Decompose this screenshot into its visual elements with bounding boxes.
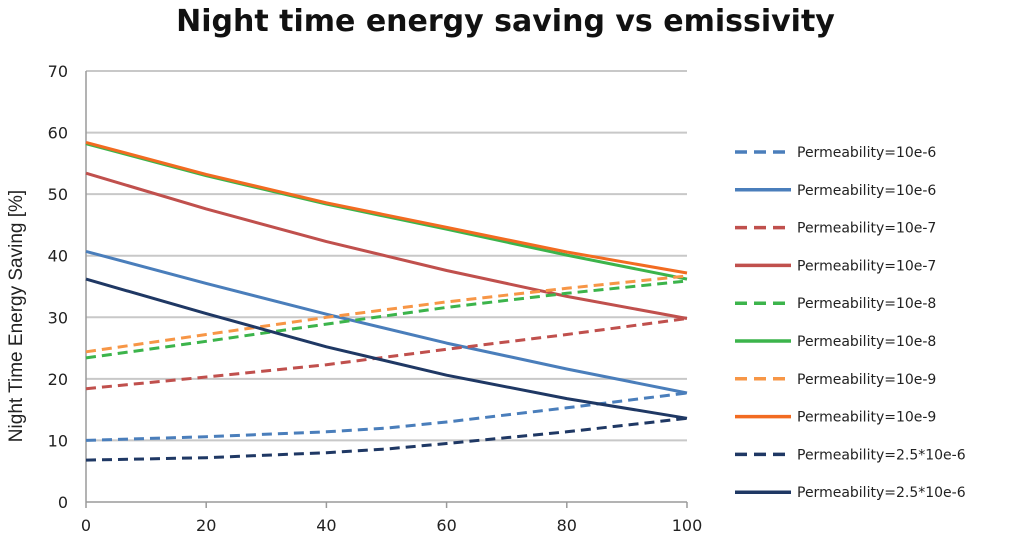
- y-tick-label: 0: [58, 493, 68, 512]
- x-tick-label: 0: [81, 516, 91, 535]
- legend-label: Permeability=10e-9: [797, 410, 936, 426]
- y-tick-label: 10: [48, 431, 68, 450]
- series-line-8-solid: [85, 140, 688, 275]
- legend-label: Permeability=2.5*10e-6: [797, 485, 966, 501]
- series-line-9-dashed: [85, 416, 688, 462]
- legend-label: Permeability=2.5*10e-6: [797, 447, 966, 463]
- legend-label: Permeability=10e-8: [797, 296, 936, 312]
- tick-labels: 0 10 20 30 40 50 60 70 0 20 40 60 80 100: [48, 62, 703, 535]
- legend-label: Permeability=10e-7: [797, 258, 936, 274]
- y-tick-label: 40: [48, 247, 68, 266]
- y-tick-label: 30: [48, 308, 68, 327]
- legend-label: Permeability=10e-7: [797, 221, 936, 237]
- y-axis-title: Night Time Energy Saving [%]: [6, 190, 27, 442]
- legend-label: Permeability=10e-9: [797, 372, 936, 388]
- series-line-10-solid: [85, 277, 688, 420]
- series-lines: [85, 140, 688, 462]
- y-tick-label: 50: [48, 185, 68, 204]
- legend-label: Permeability=10e-8: [797, 334, 936, 350]
- x-tick-label: 60: [436, 516, 456, 535]
- legend-label: Permeability=10e-6: [797, 183, 936, 199]
- series-line-1-dashed: [85, 391, 688, 442]
- series-line-3-dashed: [85, 317, 688, 391]
- x-tick-label: 40: [316, 516, 336, 535]
- series-line-4-solid: [85, 171, 688, 320]
- chart-title: Night time energy saving vs emissivity: [176, 4, 835, 39]
- series-line-2-solid: [85, 249, 688, 395]
- x-tick-label: 80: [557, 516, 577, 535]
- y-tick-label: 70: [48, 62, 68, 81]
- y-tick-label: 60: [48, 124, 68, 143]
- x-tick-label: 100: [672, 516, 703, 535]
- series-line-5-dashed: [85, 279, 688, 360]
- y-tick-label: 20: [48, 370, 68, 389]
- series-line-7-dashed: [85, 274, 688, 354]
- legend: Permeability=10e-6 Permeability=10e-6 Perm…: [735, 145, 966, 501]
- x-tick-label: 20: [196, 516, 216, 535]
- series-line-6-solid: [85, 142, 688, 281]
- legend-label: Permeability=10e-6: [797, 145, 936, 161]
